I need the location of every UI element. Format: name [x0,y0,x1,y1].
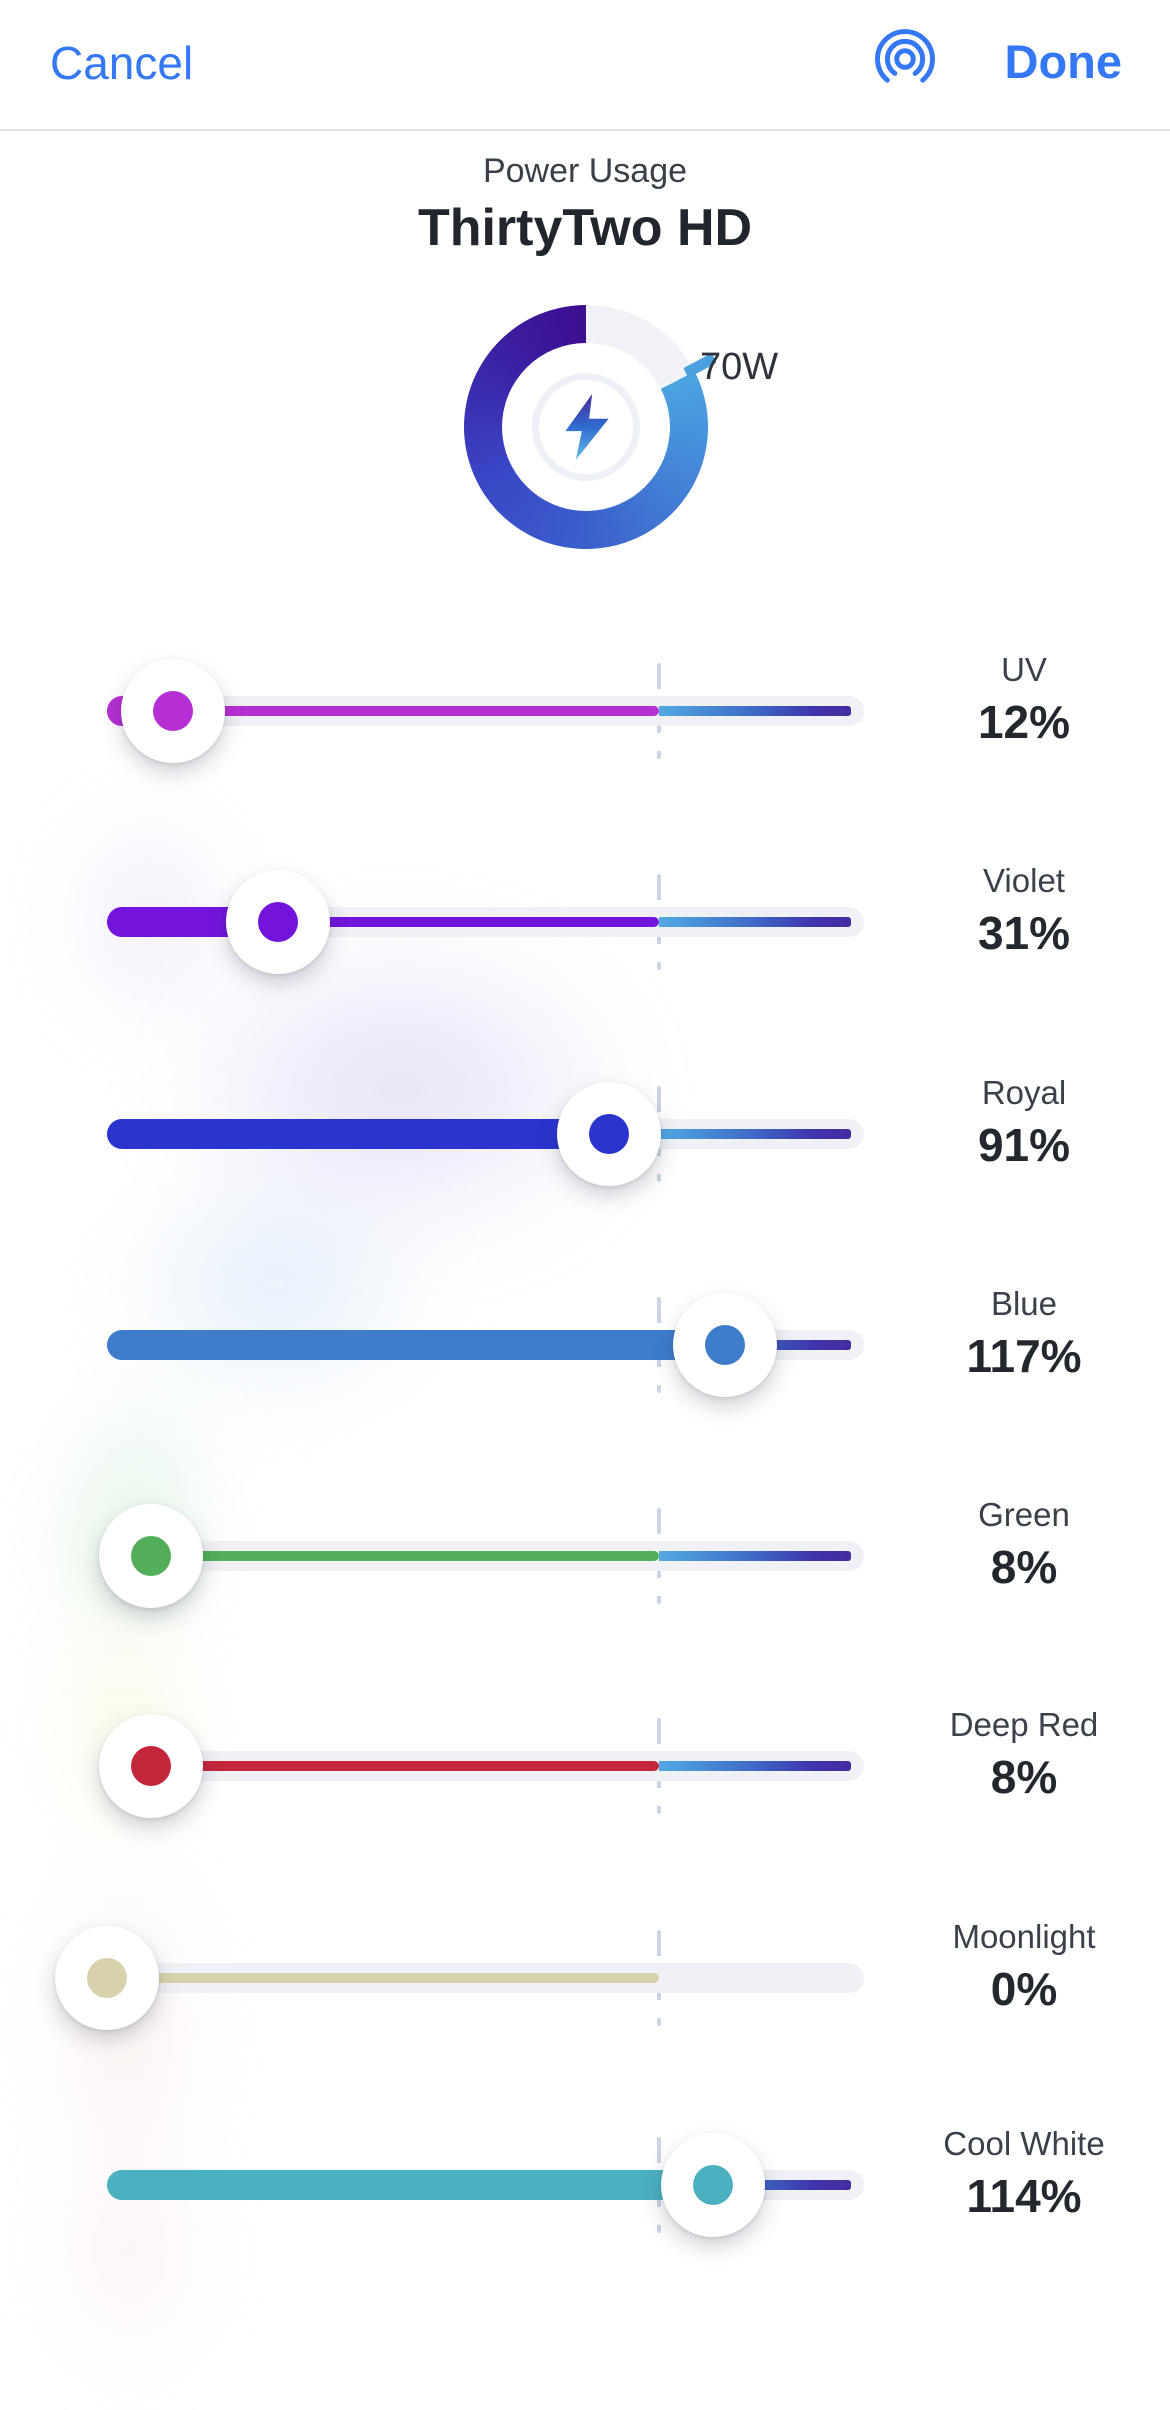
thumb-dot [131,1536,172,1576]
slider-thumb[interactable] [99,1714,204,1818]
wattage-label: 70W [700,346,779,388]
thumb-dot [153,691,194,731]
power-usage-ring [464,305,708,549]
thumb-dot [131,1746,172,1786]
slider-thumb[interactable] [226,870,331,974]
cancel-button[interactable]: Cancel [50,37,194,89]
thumb-dot [589,1114,630,1154]
channel-label-block: Violet 31% [884,858,1164,962]
channel-name: Deep Red [949,1706,1099,1743]
channel-percent: 8% [990,1541,1058,1593]
channel-percent: 117% [966,1330,1082,1382]
slider-fill [107,1330,743,1360]
channel-label-block: Blue 117% [884,1281,1164,1385]
slider-fill [107,1119,628,1149]
slider-thumb[interactable] [55,1926,159,2030]
power-bolt-icon [565,394,609,460]
navigation-bar: Cancel Done [0,0,1170,131]
thumb-dot [693,2165,734,2205]
channel-name: Moonlight [952,1918,1096,1955]
channel-percent: 0% [990,1963,1058,2015]
thumb-dot [704,1325,745,1365]
channel-line [107,1551,659,1561]
channel-percent: 91% [977,1119,1071,1171]
slider-thumb[interactable] [661,2133,766,2237]
channel-name: Green [978,1496,1070,1533]
done-button[interactable]: Done [1004,35,1123,88]
channel-name: Blue [990,1285,1058,1322]
channel-name: Royal [981,1074,1067,1111]
overdrive-line [659,1129,851,1139]
channel-percent: 114% [966,2170,1082,2222]
overdrive-line [659,1551,851,1561]
channel-label-block: Deep Red 8% [884,1702,1164,1806]
thumb-dot [258,902,299,942]
channel-line [107,706,659,716]
channel-label-block: Royal 91% [884,1070,1164,1174]
overdrive-line [659,1761,851,1771]
channel-name: UV [1001,651,1047,688]
ripple-icon[interactable] [872,26,938,92]
power-usage-label: Power Usage [482,152,688,190]
overdrive-line [659,706,851,716]
channel-percent: 8% [990,1751,1058,1803]
slider-thumb[interactable] [99,1504,204,1608]
channel-percent: 12% [977,696,1071,748]
slider-thumb[interactable] [121,659,226,763]
channel-sliders: UV 12% Violet 31% Royal 91% Blue 117% Green 8% Dee… [55,647,1164,2237]
slider-fill [107,2170,732,2200]
bolt-ring [532,373,640,481]
channel-label-block: Cool White 114% [884,2121,1164,2225]
channel-percent: 31% [977,907,1071,959]
slider-thumb[interactable] [557,1082,662,1186]
channel-label-block: UV 12% [884,647,1164,751]
channel-name: Violet [983,862,1065,899]
device-name: ThirtyTwo HD [417,199,753,257]
overdrive-line [659,917,851,927]
channel-label-block: Green 8% [884,1492,1164,1596]
channel-line [107,1973,659,1983]
channel-line [107,1761,659,1771]
channel-label-block: Moonlight 0% [884,1914,1164,2018]
thumb-dot [87,1958,127,1998]
slider-thumb[interactable] [672,1293,777,1397]
channel-name: Cool White [943,2125,1105,2162]
